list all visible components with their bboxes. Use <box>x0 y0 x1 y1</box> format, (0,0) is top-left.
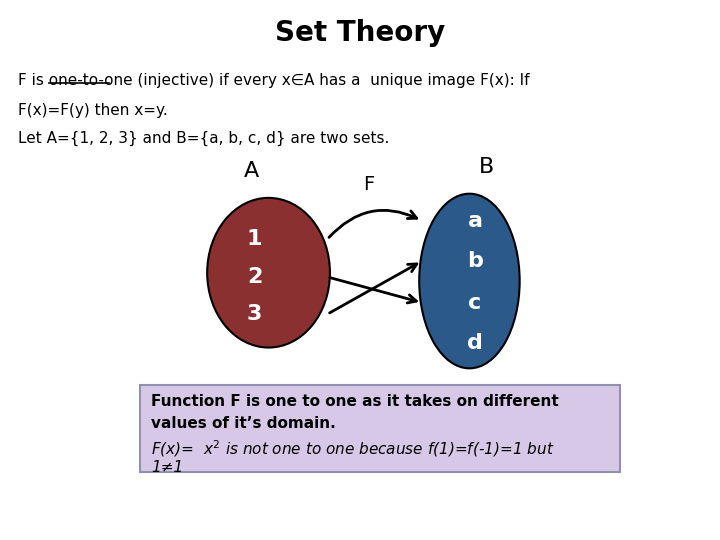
FancyArrowPatch shape <box>330 278 416 303</box>
Text: A: A <box>244 161 259 181</box>
Text: b: b <box>467 251 483 271</box>
FancyArrowPatch shape <box>329 210 417 238</box>
Text: 1: 1 <box>247 230 262 249</box>
Text: 1≠1: 1≠1 <box>151 460 184 475</box>
Text: Let A={1, 2, 3} and B={a, b, c, d} are two sets.: Let A={1, 2, 3} and B={a, b, c, d} are t… <box>18 131 390 146</box>
Text: c: c <box>469 293 482 313</box>
Text: 2: 2 <box>247 267 262 287</box>
Text: 3: 3 <box>247 304 262 325</box>
Text: F(x)=F(y) then x=y.: F(x)=F(y) then x=y. <box>18 103 168 118</box>
FancyArrowPatch shape <box>330 264 417 313</box>
Text: a: a <box>467 211 482 231</box>
Text: F: F <box>364 175 374 194</box>
Text: F is one-to-one (injective) if every x∈A has a  unique image F(x): If: F is one-to-one (injective) if every x∈A… <box>18 73 529 88</box>
FancyBboxPatch shape <box>140 385 620 472</box>
Text: d: d <box>467 333 483 353</box>
Text: Function F is one to one as it takes on different: Function F is one to one as it takes on … <box>151 394 559 409</box>
Ellipse shape <box>207 198 330 348</box>
Text: values of it’s domain.: values of it’s domain. <box>151 416 336 431</box>
Text: F(x)=  $x^2$ is not one to one because f(1)=f(-1)=1 but: F(x)= $x^2$ is not one to one because f(… <box>151 438 555 459</box>
Text: B: B <box>479 157 494 177</box>
Ellipse shape <box>419 194 520 368</box>
Text: Set Theory: Set Theory <box>275 19 445 47</box>
